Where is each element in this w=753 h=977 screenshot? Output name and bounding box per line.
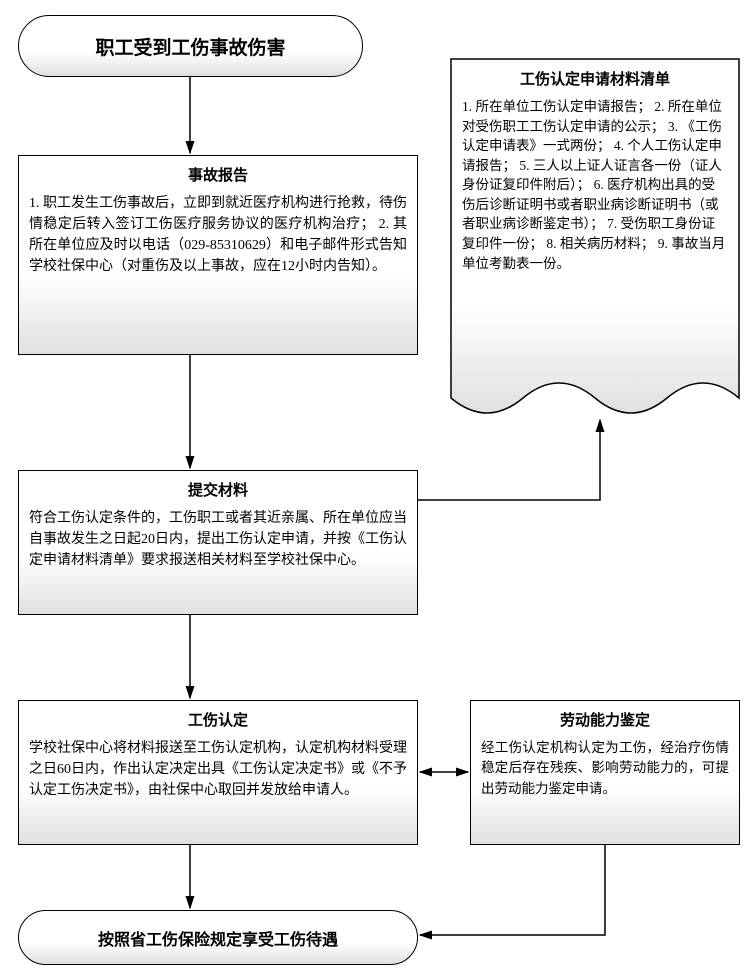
ability-body: 经工伤认定机构认定为工伤，经治疗伤情稳定后存在残疾、影响劳动能力的，可提出劳动能… — [481, 738, 729, 799]
flow-start-terminator: 职工受到工伤事故伤害 — [18, 15, 363, 77]
flow-end-terminator: 按照省工伤保险规定享受工伤待遇 — [18, 910, 418, 965]
report-title: 事故报告 — [29, 164, 407, 185]
flow-report-process: 事故报告 1. 职工发生工伤事故后，立即到就近医疗机构进行抢救，待伤情稳定后转入… — [18, 155, 418, 355]
report-body: 1. 职工发生工伤事故后，立即到就近医疗机构进行抢救，待伤情稳定后转入签订工伤医… — [29, 193, 407, 277]
ability-title: 劳动能力鉴定 — [481, 709, 729, 730]
flow-ability-process: 劳动能力鉴定 经工伤认定机构认定为工伤，经治疗伤情稳定后存在残疾、影响劳动能力的… — [470, 700, 740, 845]
identify-title: 工伤认定 — [29, 709, 407, 730]
checklist-body: 1. 所在单位工伤认定申请报告； 2. 所在单位对受伤职工工伤认定申请的公示； … — [462, 97, 728, 273]
flow-checklist-document: 工伤认定申请材料清单 1. 所在单位工伤认定申请报告； 2. 所在单位对受伤职工… — [450, 58, 740, 423]
end-title: 按照省工伤保险规定享受工伤待遇 — [98, 926, 338, 950]
submit-title: 提交材料 — [29, 479, 407, 500]
submit-body: 符合工伤认定条件的，工伤职工或者其近亲属、所在单位应当自事故发生之日起20日内，… — [29, 508, 407, 571]
checklist-title: 工伤认定申请材料清单 — [462, 68, 728, 89]
start-title: 职工受到工伤事故伤害 — [95, 33, 285, 60]
identify-body: 学校社保中心将材料报送至工伤认定机构，认定机构材料受理之日60日内，作出认定决定… — [29, 738, 407, 801]
flow-identify-process: 工伤认定 学校社保中心将材料报送至工伤认定机构，认定机构材料受理之日60日内，作… — [18, 700, 418, 845]
flow-submit-process: 提交材料 符合工伤认定条件的，工伤职工或者其近亲属、所在单位应当自事故发生之日起… — [18, 470, 418, 615]
